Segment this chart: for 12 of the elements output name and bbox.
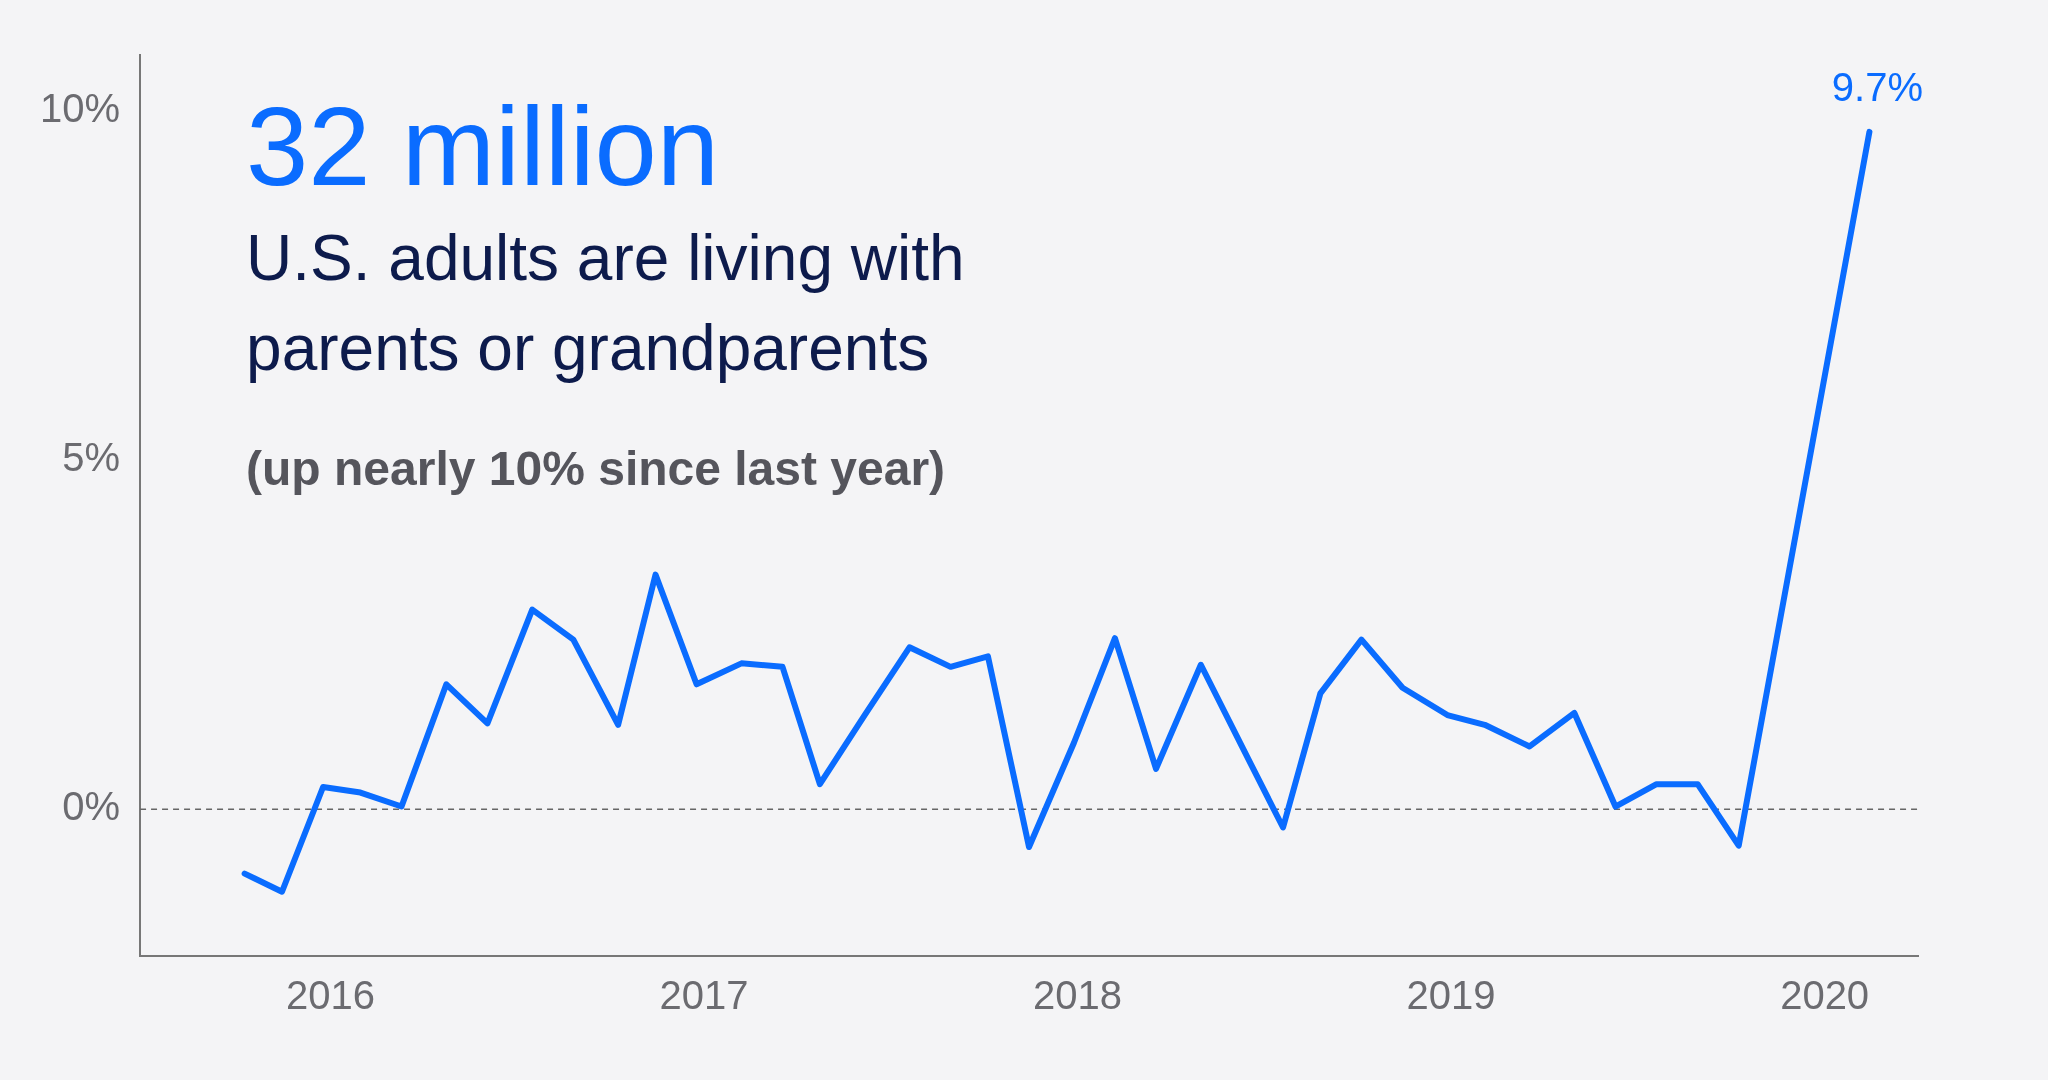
y-tick-label: 10% [40,85,121,130]
x-tick-label: 2017 [659,973,749,1018]
annotation: (up nearly 10% since last year) [246,442,946,495]
y-tick-label: 0% [62,784,121,829]
text: U.S. adults are living with parents or grandparents [246,222,965,384]
x-tick-label: 2019 [1406,973,1496,1018]
y-tick-label: 5% [62,435,121,480]
x-tick-label: 2020 [1780,973,1870,1018]
x-tick-label: 2018 [1033,973,1123,1018]
chart-title: 32 million [246,84,720,209]
data-label: 9.7% [1831,64,1924,109]
x-tick-label: 2016 [286,973,376,1018]
